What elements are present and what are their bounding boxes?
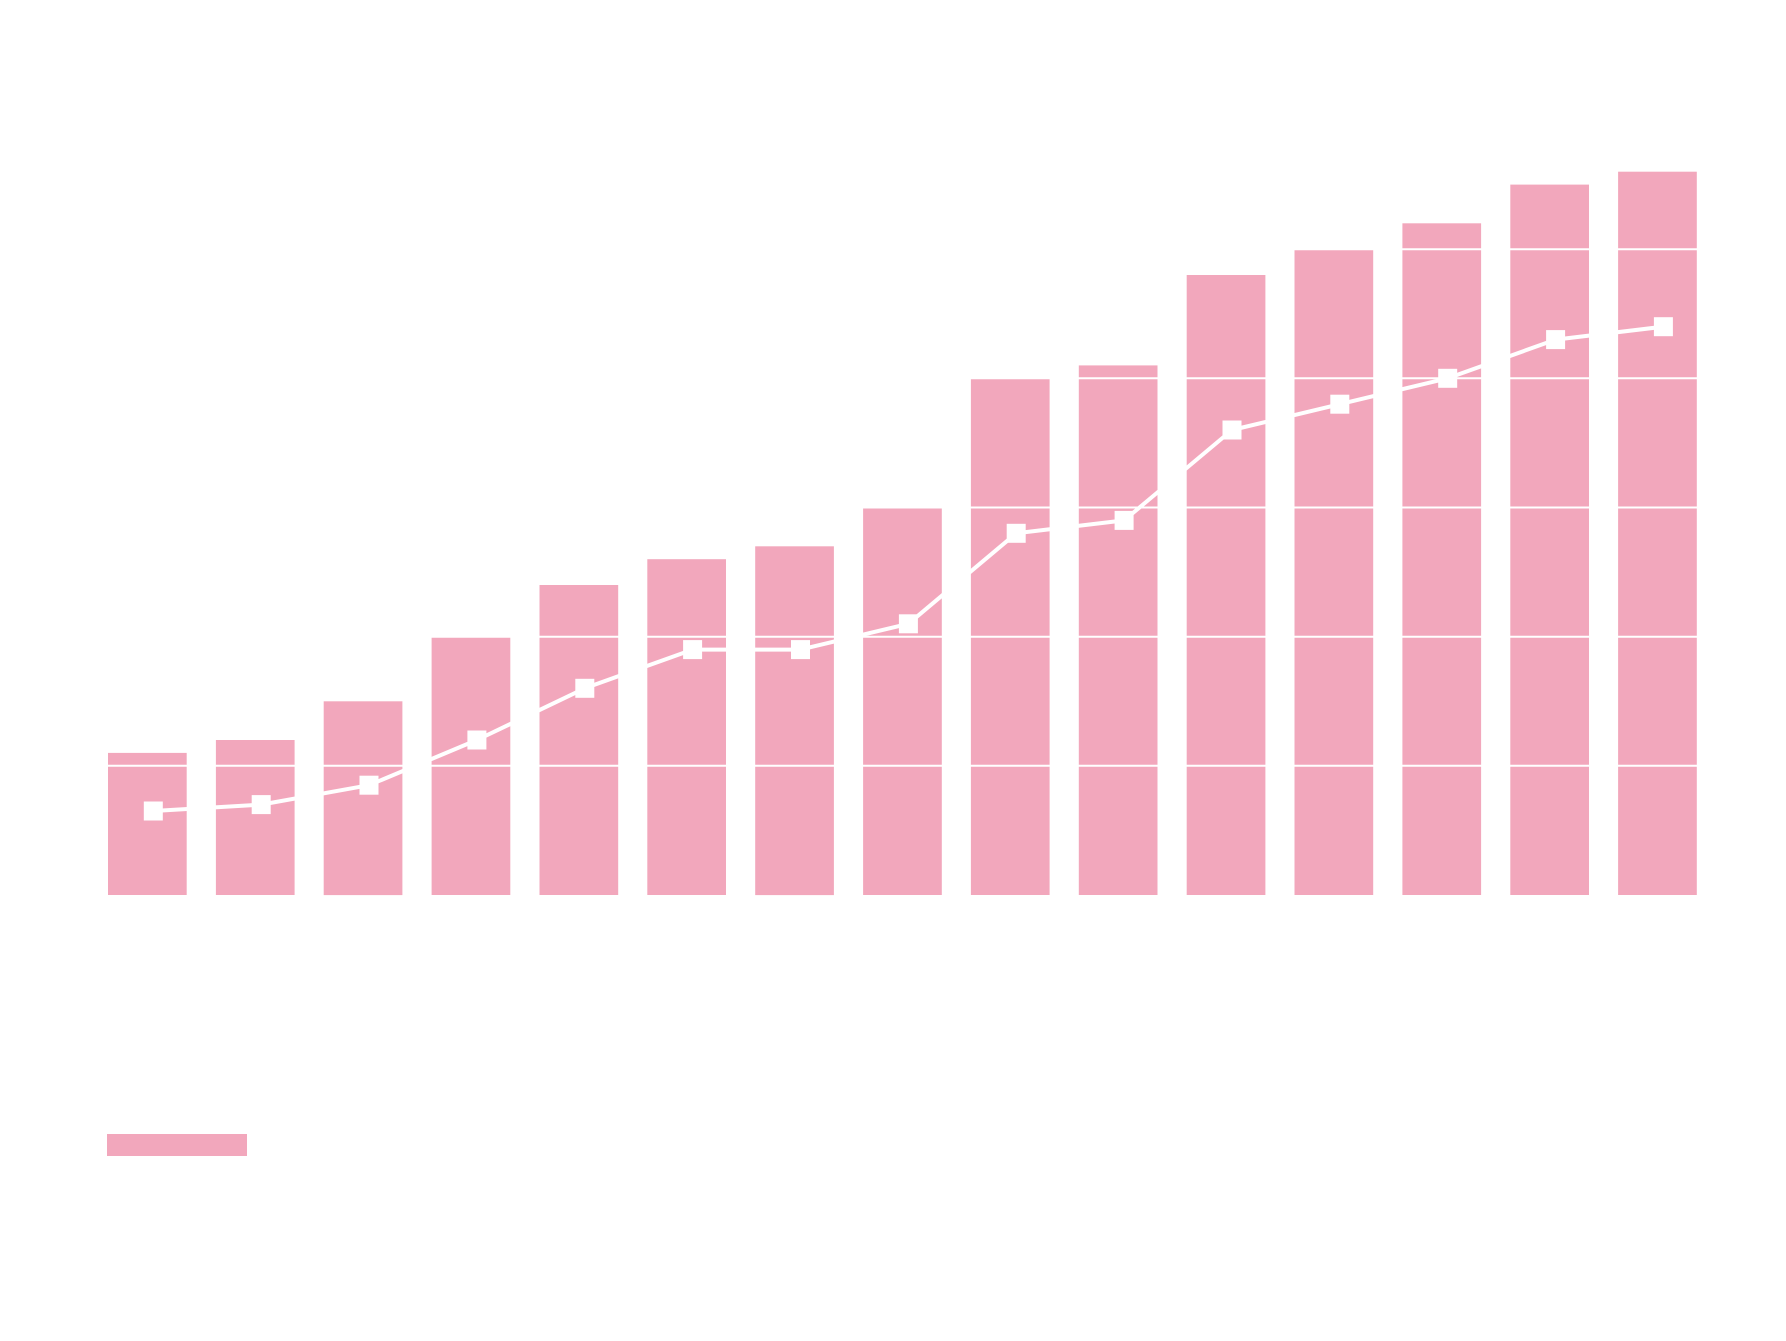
bar: [539, 585, 619, 895]
line-point: [791, 640, 810, 660]
line-point: [1006, 523, 1026, 543]
bar: [1618, 171, 1697, 895]
line-point: [1114, 510, 1134, 530]
line-point: [683, 640, 703, 660]
line-point: [1222, 420, 1242, 440]
line-point: [1653, 317, 1673, 337]
legend: [107, 1134, 247, 1156]
bar: [1078, 365, 1158, 895]
line-series: [143, 317, 1673, 821]
line-point: [1330, 394, 1350, 414]
bar: [1510, 184, 1589, 896]
bar: [1402, 223, 1482, 896]
bar: [863, 507, 942, 895]
line-point: [143, 801, 163, 821]
bar: [1294, 249, 1374, 895]
line-point: [1546, 330, 1566, 350]
line-point: [898, 614, 918, 634]
bar: [215, 740, 295, 895]
legend-swatch: [107, 1134, 247, 1156]
bar: [323, 701, 403, 896]
bar: [647, 559, 726, 895]
line-point: [251, 795, 271, 815]
line-point: [467, 730, 487, 750]
bar: [755, 546, 834, 896]
bar: [108, 752, 187, 895]
line-point: [575, 678, 595, 698]
bar-series: [108, 171, 1697, 896]
line-point: [1438, 368, 1458, 388]
bar: [1186, 275, 1266, 895]
line-point: [359, 775, 379, 795]
